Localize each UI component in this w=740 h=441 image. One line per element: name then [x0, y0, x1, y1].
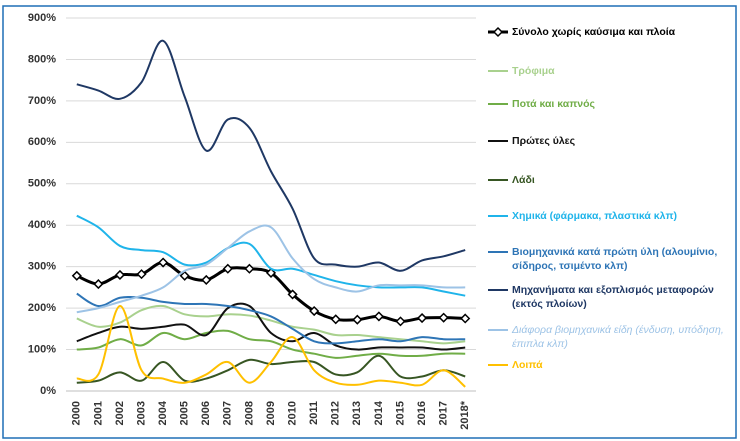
y-tick-label: 800% [28, 53, 56, 65]
x-tick-label: 2013 [351, 401, 363, 425]
point-marker [287, 289, 298, 300]
legend-label: Ποτά και καπνός [512, 98, 595, 110]
series-line [76, 39, 466, 272]
y-tick-label: 0% [40, 385, 56, 397]
point-marker [373, 311, 384, 322]
point-marker [265, 267, 277, 278]
point-marker [309, 305, 320, 317]
x-tick-label: 2015 [394, 401, 406, 425]
point-marker [460, 313, 471, 324]
legend-label: Τρόφιμα [512, 65, 555, 77]
x-tick-label: 2012 [330, 401, 342, 425]
frame [2, 5, 737, 439]
legend-label: Χημικά (φάρμακα, πλαστικά κλπ) [512, 210, 677, 222]
series-line [76, 304, 466, 345]
point-marker [158, 257, 169, 268]
x-tick-label: 2005 [179, 401, 191, 425]
legend-label: Πρώτες ύλες [512, 135, 576, 147]
y-tick-label: 200% [28, 302, 56, 314]
x-tick-label: 2011 [308, 401, 320, 425]
legend-marker [492, 26, 504, 38]
x-tick-label: 2014 [373, 400, 385, 425]
legend-label: Σύνολο χωρίς καύσιμα και πλοία [512, 26, 676, 38]
legend-label: Μηχανήματα και εξοπλισμός μεταφορών (εκτ… [512, 284, 714, 310]
point-marker [114, 269, 126, 281]
legend-label: Βιομηχανικά κατά πρώτη ύλη (αλουμίνιο, σ… [512, 246, 718, 272]
x-tick-label: 2006 [200, 401, 212, 425]
series-line [76, 224, 466, 314]
y-tick-label: 900% [28, 12, 56, 24]
x-tick-label: 2008 [243, 401, 255, 425]
series-line [76, 354, 466, 384]
series-line [76, 302, 466, 351]
point-marker [244, 263, 255, 274]
y-tick-label: 400% [28, 219, 56, 231]
y-tick-label: 700% [28, 95, 56, 107]
point-marker [395, 316, 406, 327]
legend-label: Λοιπά [512, 359, 543, 371]
series-line [76, 214, 466, 297]
point-marker [93, 279, 104, 290]
x-tick-label: 2017 [438, 401, 450, 425]
y-tick-label: 600% [28, 136, 56, 148]
series-line [76, 329, 466, 359]
y-tick-label: 500% [28, 178, 56, 190]
point-marker [438, 312, 449, 323]
x-tick-label: 2007 [222, 401, 234, 425]
point-marker [222, 263, 233, 274]
x-tick-label: 2003 [135, 401, 147, 425]
y-tick-label: 300% [28, 261, 56, 273]
x-tick-label: 2004 [157, 400, 169, 425]
point-marker [416, 312, 428, 324]
x-tick-label: 2010 [286, 401, 298, 425]
point-marker [330, 314, 341, 325]
x-tick-label: 2002 [114, 401, 126, 425]
x-tick-label: 2018* [459, 400, 471, 429]
x-tick-label: 2000 [71, 401, 83, 425]
series-line [76, 305, 466, 388]
x-tick-label: 2009 [265, 401, 277, 425]
point-marker [201, 274, 212, 285]
series-line [76, 292, 466, 345]
point-marker [179, 270, 190, 281]
point-marker [352, 314, 363, 325]
legend-label: Διάφορα βιομηχανικά είδη (ένδυση, υπόδησ… [512, 324, 724, 350]
x-tick-label: 2001 [92, 401, 104, 425]
legend-label: Λάδι [512, 174, 535, 186]
point-marker [136, 269, 147, 280]
x-tick-label: 2016 [416, 401, 428, 425]
y-tick-label: 100% [28, 343, 56, 355]
point-marker [71, 270, 82, 281]
